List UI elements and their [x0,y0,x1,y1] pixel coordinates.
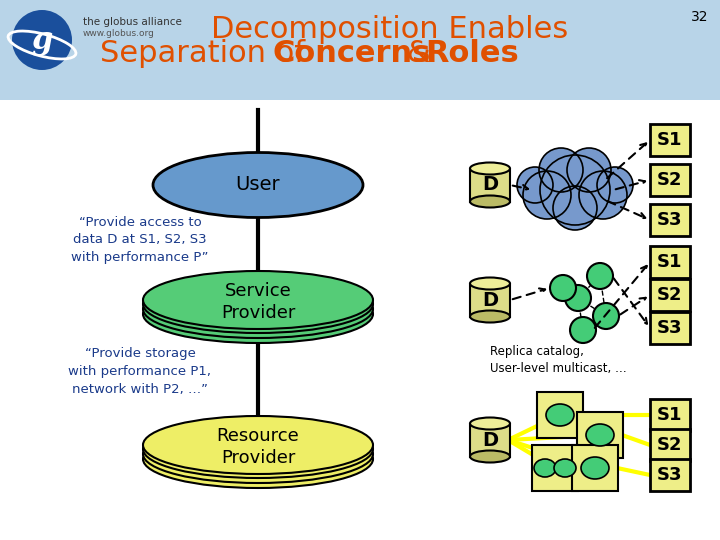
Circle shape [579,171,627,219]
Ellipse shape [470,450,510,462]
FancyBboxPatch shape [650,399,690,431]
Ellipse shape [143,430,373,488]
Text: S3: S3 [657,466,683,484]
Ellipse shape [534,459,556,477]
FancyBboxPatch shape [650,459,690,491]
Ellipse shape [581,457,609,479]
Text: Concerns: Concerns [272,38,431,68]
FancyBboxPatch shape [577,412,623,458]
Circle shape [587,263,613,289]
Ellipse shape [554,459,576,477]
Circle shape [553,186,597,230]
FancyBboxPatch shape [537,392,583,438]
Ellipse shape [143,271,373,329]
Text: “Provide access to
data D at S1, S2, S3
with performance P”: “Provide access to data D at S1, S2, S3 … [71,215,209,265]
Text: g: g [31,24,53,56]
Circle shape [570,317,596,343]
Bar [470,423,510,456]
Ellipse shape [470,195,510,207]
Text: Separation of: Separation of [100,38,315,68]
Text: D: D [482,176,498,194]
Text: “Provide storage
with performance P1,
network with P2, …”: “Provide storage with performance P1, ne… [68,348,212,396]
Text: Replica catalog,
User-level multicast, …: Replica catalog, User-level multicast, … [490,345,626,375]
Text: D: D [482,291,498,309]
Ellipse shape [143,280,373,338]
Circle shape [565,285,591,311]
Circle shape [550,275,576,301]
Circle shape [517,167,553,203]
Circle shape [540,155,610,225]
Text: Service
Provider: Service Provider [221,282,295,322]
Text: S1: S1 [657,253,683,271]
Ellipse shape [143,285,373,343]
Text: User: User [235,176,280,194]
Ellipse shape [143,420,373,478]
Text: www.globus.org: www.globus.org [83,29,155,37]
FancyBboxPatch shape [650,124,690,156]
Ellipse shape [470,163,510,174]
FancyBboxPatch shape [650,246,690,278]
Ellipse shape [143,416,373,474]
Text: S3: S3 [657,319,683,337]
Circle shape [593,303,619,329]
Text: D: D [482,430,498,449]
Text: S3: S3 [657,211,683,229]
FancyBboxPatch shape [650,429,690,461]
FancyBboxPatch shape [650,279,690,311]
Circle shape [597,167,633,203]
FancyBboxPatch shape [650,164,690,196]
FancyBboxPatch shape [572,445,618,491]
Ellipse shape [143,275,373,333]
Text: Decomposition Enables: Decomposition Enables [212,16,569,44]
Text: S2: S2 [657,171,683,189]
Text: Resource
Provider: Resource Provider [217,427,300,467]
Circle shape [523,171,571,219]
Ellipse shape [153,152,363,218]
FancyBboxPatch shape [650,204,690,236]
FancyBboxPatch shape [650,312,690,344]
Text: S2: S2 [657,436,683,454]
Circle shape [12,10,72,70]
Text: &: & [397,38,440,68]
Ellipse shape [470,310,510,322]
Ellipse shape [546,404,574,426]
Ellipse shape [470,278,510,289]
Bar [470,168,510,201]
Circle shape [539,148,583,192]
Text: S2: S2 [657,286,683,304]
Circle shape [567,148,611,192]
Ellipse shape [470,417,510,429]
Bar [0,0,720,100]
Text: S1: S1 [657,131,683,149]
Text: S1: S1 [657,406,683,424]
Text: the globus alliance: the globus alliance [83,17,182,27]
Ellipse shape [586,424,614,446]
FancyBboxPatch shape [532,445,578,491]
Text: 32: 32 [690,10,708,24]
Text: Roles: Roles [425,38,518,68]
Bar [470,284,510,316]
Ellipse shape [143,425,373,483]
